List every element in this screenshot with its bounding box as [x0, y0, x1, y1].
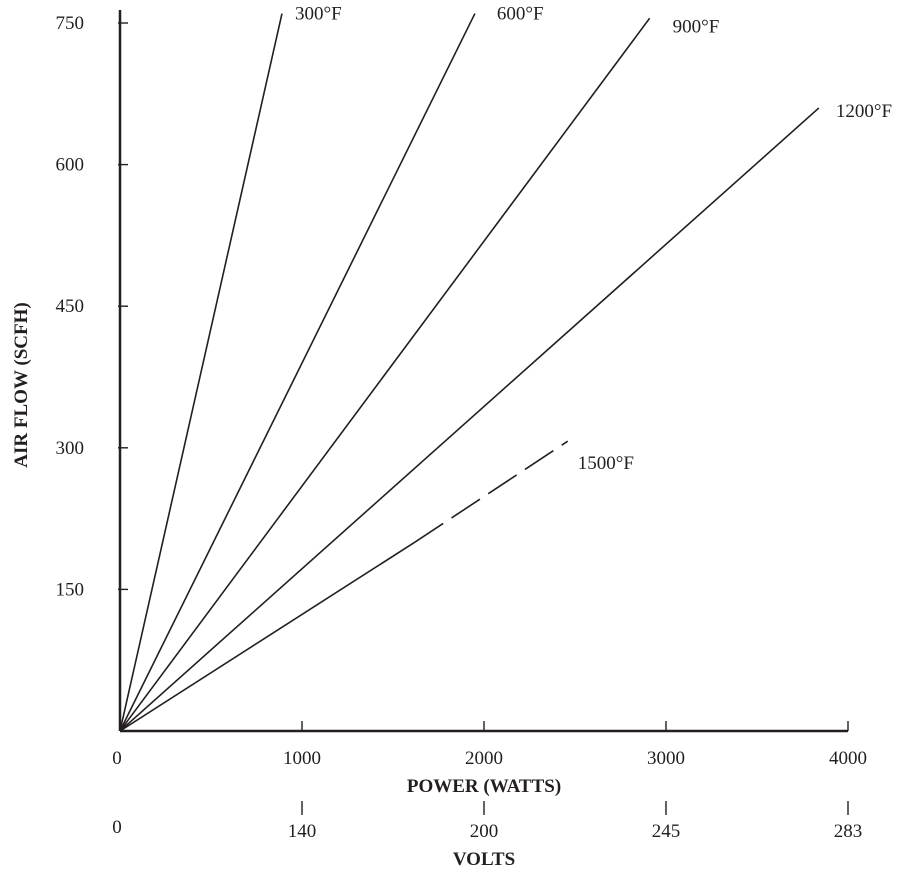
- y-tick-label: 300: [56, 438, 85, 459]
- x-tick-label: 4000: [829, 748, 867, 769]
- series-lines: [120, 14, 819, 731]
- series-label: 300°F: [295, 4, 342, 25]
- volts-tick-label: 200: [470, 821, 499, 842]
- series-line: [120, 108, 819, 731]
- series-label: 1500°F: [578, 453, 634, 474]
- y-tick-label: 600: [56, 155, 85, 176]
- axes: [120, 10, 848, 731]
- series-line: [120, 18, 650, 731]
- y-axis-title: AIR FLOW (SCFH): [11, 302, 32, 467]
- x-tick-label: 3000: [647, 748, 685, 769]
- series-line-solid: [120, 542, 415, 731]
- series-line-dashed: [415, 441, 568, 542]
- y-tick-label: 750: [56, 13, 85, 34]
- series-line: [120, 14, 475, 731]
- volts-tick-label: 0: [112, 817, 122, 838]
- volts-tick-label: 140: [288, 821, 317, 842]
- volts-tick-label: 245: [652, 821, 681, 842]
- tick-marks: [118, 23, 848, 815]
- series-line: [120, 14, 282, 731]
- series-label: 1200°F: [836, 101, 892, 122]
- volts-tick-label: 283: [834, 821, 863, 842]
- y-tick-label: 150: [56, 579, 85, 600]
- volts-axis-title: VOLTS: [453, 849, 515, 869]
- x-axis-title: POWER (WATTS): [407, 776, 561, 797]
- series-label: 900°F: [673, 16, 720, 37]
- x-tick-label: 1000: [283, 748, 321, 769]
- series-label: 600°F: [497, 4, 544, 25]
- tick-labels: 150 300 450 600 750 0 1000 2000 3000 4000 0 140 200 2…: [56, 4, 893, 842]
- x-tick-label: 2000: [465, 748, 503, 769]
- x-tick-label: 0: [112, 748, 122, 769]
- y-tick-label: 450: [56, 296, 85, 317]
